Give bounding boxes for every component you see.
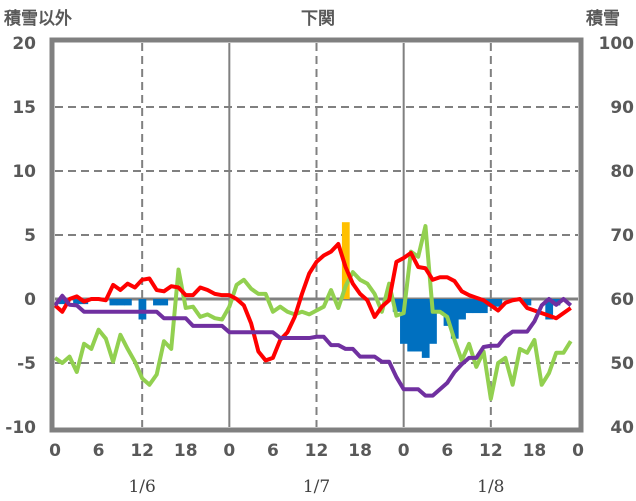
right-axis-label: 積雪 bbox=[586, 8, 620, 29]
left-axis-label: 積雪以外 bbox=[4, 8, 72, 29]
y2-tick-label: 60 bbox=[610, 290, 634, 310]
x-tick-label: 12 bbox=[479, 441, 503, 461]
snow-decrease-bar bbox=[523, 299, 532, 306]
bar-series bbox=[58, 222, 561, 358]
date-label: 1/8 bbox=[477, 477, 504, 497]
y2-tick-label: 80 bbox=[610, 162, 634, 182]
x-tick-label: 18 bbox=[348, 441, 372, 461]
snow-decrease-bar bbox=[458, 299, 466, 320]
snow-decrease-bar bbox=[545, 299, 554, 320]
y-tick-label: 20 bbox=[12, 34, 36, 54]
grid bbox=[55, 43, 578, 427]
x-tick-label: 6 bbox=[267, 441, 279, 461]
x-tick-label: 0 bbox=[223, 441, 235, 461]
y-tick-label: 0 bbox=[24, 290, 36, 310]
x-tick-label: 0 bbox=[49, 441, 61, 461]
snow-decrease-bar bbox=[436, 299, 445, 312]
plot-border bbox=[49, 37, 584, 433]
snow-decrease-bar bbox=[421, 299, 430, 358]
snow-decrease-bar bbox=[414, 299, 423, 352]
snow-decrease-bar bbox=[109, 299, 118, 306]
snow-decrease-bar bbox=[58, 299, 67, 305]
y2-tick-label: 70 bbox=[610, 226, 634, 246]
y-tick-label: -5 bbox=[17, 354, 36, 374]
snow-decrease-bar bbox=[479, 299, 488, 314]
snow-decrease-bar bbox=[124, 299, 132, 306]
snow-decrease-bar bbox=[160, 299, 169, 306]
y2-tick-label: 40 bbox=[610, 418, 634, 438]
snow-decrease-bar bbox=[116, 299, 125, 306]
x-tick-label: 0 bbox=[398, 441, 410, 461]
x-tick-label: 12 bbox=[305, 441, 329, 461]
snowfall-bar bbox=[341, 222, 350, 299]
y2-tick-label: 100 bbox=[599, 34, 635, 54]
date-label: 1/7 bbox=[303, 477, 330, 497]
snow-decrease-bar bbox=[465, 299, 474, 314]
purple-line bbox=[53, 293, 573, 398]
y-tick-label: 15 bbox=[12, 98, 36, 118]
green-line bbox=[53, 224, 573, 401]
y-tick-label: 5 bbox=[24, 226, 36, 246]
x-tick-label: 12 bbox=[130, 441, 154, 461]
snow-decrease-bar bbox=[392, 299, 401, 312]
x-tick-label: 18 bbox=[523, 441, 547, 461]
snow-decrease-bar bbox=[450, 299, 459, 339]
snow-decrease-bar bbox=[494, 299, 503, 307]
snow-decrease-bar bbox=[407, 299, 416, 352]
snow-decrease-bar bbox=[429, 299, 437, 344]
y-tick-label: -10 bbox=[5, 418, 36, 438]
snow-decrease-bar bbox=[443, 299, 452, 326]
line-series bbox=[53, 224, 573, 401]
snow-decrease-bar bbox=[138, 299, 147, 320]
snow-decrease-bar bbox=[73, 299, 81, 305]
snow-decrease-bar bbox=[400, 299, 408, 344]
snow-decrease-bar bbox=[472, 299, 481, 314]
y-tick-label: 10 bbox=[12, 162, 36, 182]
x-tick-label: 6 bbox=[93, 441, 105, 461]
x-tick-label: 18 bbox=[174, 441, 198, 461]
x-tick-label: 6 bbox=[441, 441, 453, 461]
snow-decrease-bar bbox=[487, 299, 495, 307]
chart-title: 下関 bbox=[301, 9, 335, 29]
plot-frame bbox=[49, 37, 584, 433]
date-label: 1/6 bbox=[128, 477, 155, 497]
snow-decrease-bar bbox=[153, 299, 161, 306]
red-line bbox=[53, 241, 572, 363]
y2-tick-label: 50 bbox=[610, 354, 634, 374]
y2-tick-label: 90 bbox=[610, 98, 634, 118]
x-tick-label: 0 bbox=[572, 441, 584, 461]
